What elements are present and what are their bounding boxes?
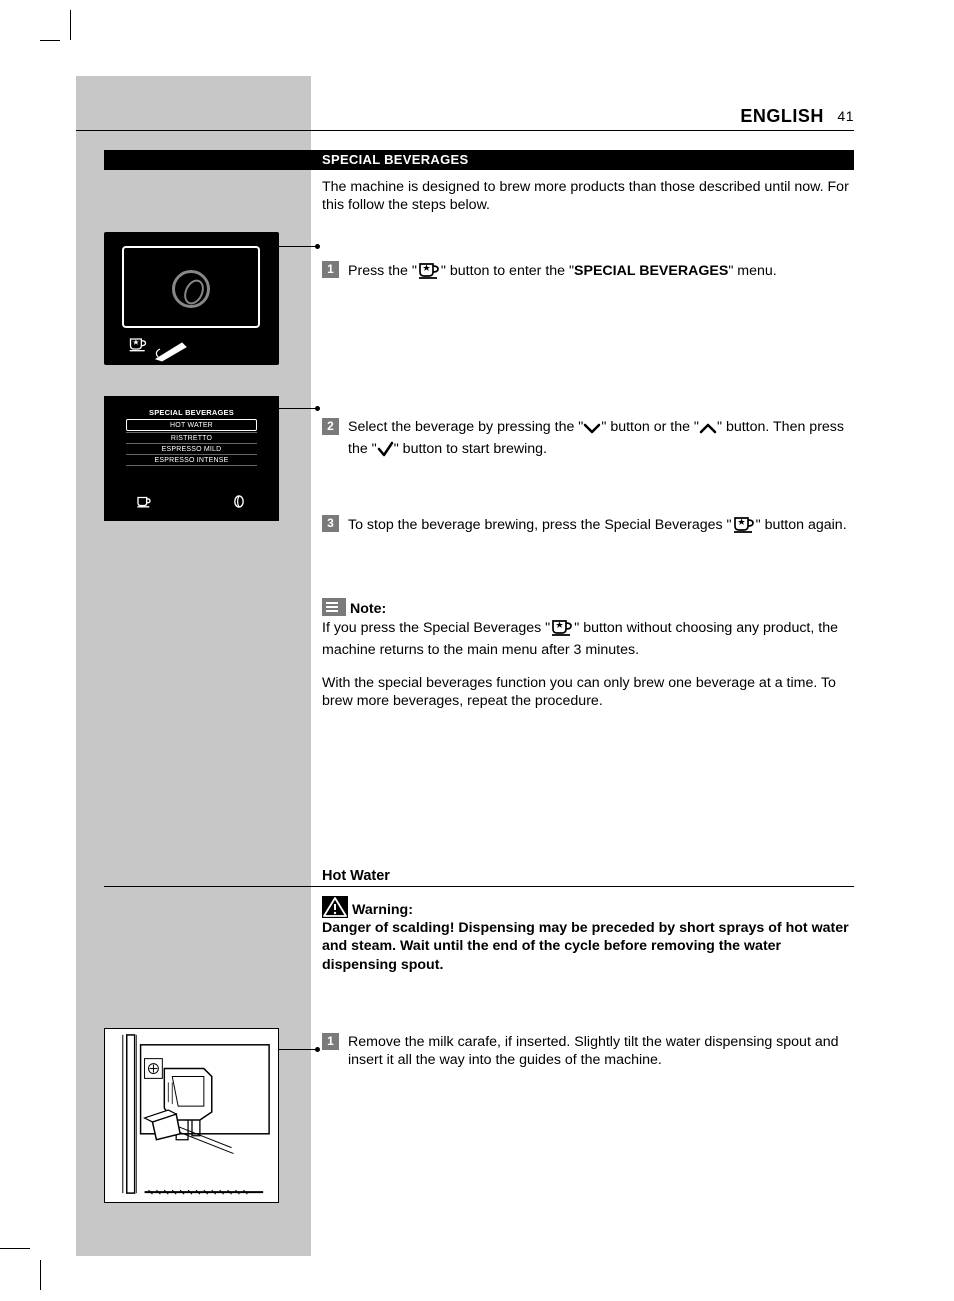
warning-icon: [322, 896, 348, 918]
intro-text: The machine is designed to brew more pro…: [322, 178, 854, 214]
header-rule: [76, 130, 854, 131]
callout-leader: [279, 246, 319, 247]
step-number: 1: [322, 261, 339, 278]
page-number: 41: [837, 108, 854, 124]
subsection-content: Warning: Danger of scalding! Dispensing …: [322, 896, 854, 1069]
special-bev-icon: [417, 261, 441, 284]
step-number: 2: [322, 418, 339, 435]
warning-block: Warning: Danger of scalding! Dispensing …: [322, 896, 854, 974]
note-icon: [322, 598, 346, 616]
warning-label: Warning:: [352, 902, 413, 918]
menu-title: SPECIAL BEVERAGES: [104, 408, 279, 417]
spout-insertion-figure: [104, 1028, 279, 1203]
text: To stop the beverage brewing, press the …: [348, 517, 732, 533]
steam-wand-icon: [152, 337, 190, 361]
crop-mark: [40, 40, 60, 41]
note-block: Note: If you press the Special Beverages…: [322, 598, 854, 710]
text: " button to start brewing.: [394, 441, 547, 457]
step: 3 To stop the beverage brewing, press th…: [322, 512, 854, 538]
crop-mark: [40, 1260, 41, 1290]
text: " menu.: [728, 263, 776, 279]
note-text: With the special beverages function you …: [322, 674, 854, 710]
step-text: Press the " " button to enter the "SPECIA…: [322, 261, 854, 284]
text: Select the beverage by pressing the ": [348, 419, 583, 435]
page-header: ENGLISH 41: [76, 106, 854, 128]
callout-leader: [279, 408, 319, 409]
up-chevron-icon: [699, 422, 717, 440]
text: Press the ": [348, 263, 417, 279]
step-text: To stop the beverage brewing, press the …: [322, 515, 854, 538]
text: If you press the Special Beverages ": [322, 620, 550, 636]
cup-icon: [128, 336, 148, 357]
special-bev-icon: [732, 515, 756, 538]
step: 1 Press the " " button to enter the "SPEC…: [322, 258, 854, 284]
display-figure-standby: [104, 232, 279, 365]
bean-logo-icon: [172, 270, 210, 308]
main-content: The machine is designed to brew more pro…: [322, 178, 854, 714]
step-number: 1: [322, 1033, 339, 1050]
display-figure-menu: SPECIAL BEVERAGES HOT WATER RISTRETTO ES…: [104, 396, 279, 521]
section-title: SPECIAL BEVERAGES: [322, 152, 468, 167]
language-label: ENGLISH: [740, 106, 824, 127]
subsection-header: Hot Water: [104, 868, 854, 887]
callout-leader: [279, 1049, 319, 1050]
step-number: 3: [322, 515, 339, 532]
down-chevron-icon: [583, 422, 601, 440]
strong-text: Danger of scalding! Dispensing may be pr…: [322, 920, 849, 972]
text: " button or the ": [601, 419, 699, 435]
warning-text: Danger of scalding! Dispensing may be pr…: [322, 919, 854, 974]
menu-item: HOT WATER: [126, 419, 257, 431]
menu-item: ESPRESSO MILD: [126, 443, 257, 454]
strong-text: SPECIAL BEVERAGES: [574, 263, 728, 279]
step-text: Remove the milk carafe, if inserted. Sli…: [322, 1033, 854, 1069]
subsection-title: Hot Water: [322, 868, 390, 884]
section-title-band: SPECIAL BEVERAGES: [104, 150, 854, 170]
bean-icon: [233, 495, 245, 513]
menu-item: ESPRESSO INTENSE: [126, 454, 257, 466]
menu-list: HOT WATER RISTRETTO ESPRESSO MILD ESPRES…: [126, 418, 257, 466]
special-bev-icon: [550, 618, 574, 641]
cup-icon: [136, 495, 152, 513]
note-text: If you press the Special Beverages "" bu…: [322, 618, 854, 659]
text: " button to enter the ": [441, 263, 574, 279]
note-label: Note:: [350, 601, 386, 617]
crop-mark: [0, 1248, 30, 1249]
menu-item: RISTRETTO: [126, 432, 257, 443]
text: " button again.: [756, 517, 847, 533]
crop-mark: [70, 10, 71, 40]
step: 2 Select the beverage by pressing the " "…: [322, 415, 854, 462]
step-text: Select the beverage by pressing the " " b…: [322, 418, 854, 462]
step: 1 Remove the milk carafe, if inserted. S…: [322, 1030, 854, 1069]
check-icon: [377, 441, 394, 462]
